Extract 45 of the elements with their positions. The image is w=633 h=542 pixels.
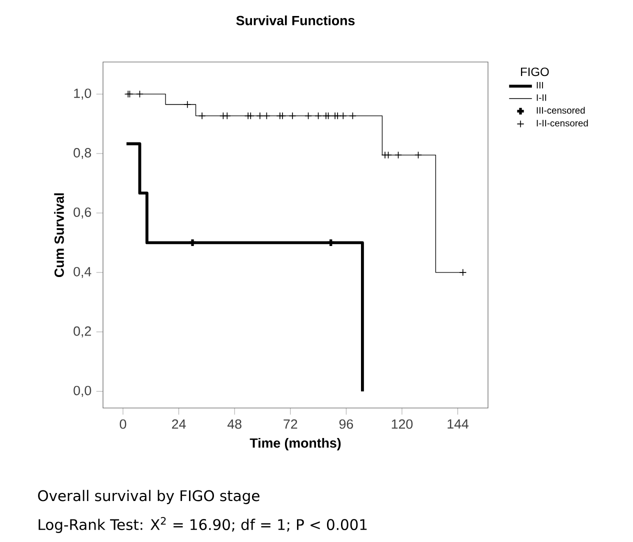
legend-label: III [536,82,543,88]
point [198,112,206,120]
point [262,112,270,120]
x-tick-label: 0 [120,419,126,429]
legend-title: FIGO [521,68,549,76]
point [288,112,296,120]
point [324,112,332,120]
y-tick-label: 0,2 [74,326,91,338]
point [394,151,402,159]
x-tick-label: 24 [172,419,186,429]
x-axis-title: Time (months) [250,438,341,450]
point [414,151,422,159]
y-tick-label: 0,0 [74,386,92,397]
point [348,112,356,120]
point [256,112,264,120]
point [314,112,322,120]
x-tick-label: 72 [284,419,298,429]
legend-label: I-II [536,94,546,101]
point [188,238,198,248]
point [339,112,347,120]
x-tick-label: 48 [227,419,242,429]
point [219,112,227,120]
text: Log-Rank Test: X$^{2}$ = 16.90; df = 1; P < 0.001 [38,517,367,533]
legend-label: III-censored [536,106,585,114]
point [326,238,336,248]
chart-title: Survival Functions [236,15,355,26]
point [459,268,467,276]
y-tick-label: 0,4 [74,266,92,278]
y-tick-label: 1,0 [74,88,92,100]
point [246,112,254,120]
x-tick-label: 144 [448,419,469,429]
y-tick-label: 0,6 [74,207,92,219]
y-axis-title: Cum Survival [54,193,64,278]
point [223,112,231,120]
legend-label: I-II-censored [536,120,588,126]
x-tick-label: 120 [392,419,413,429]
point [136,90,144,98]
y-tick-label: 0,8 [74,148,92,160]
point [278,112,286,120]
x-tick-label: 96 [339,419,354,429]
point [384,151,392,159]
point [184,100,192,108]
point [304,112,312,120]
point [334,112,342,120]
text: Overall survival by FIGO stage [38,490,260,504]
